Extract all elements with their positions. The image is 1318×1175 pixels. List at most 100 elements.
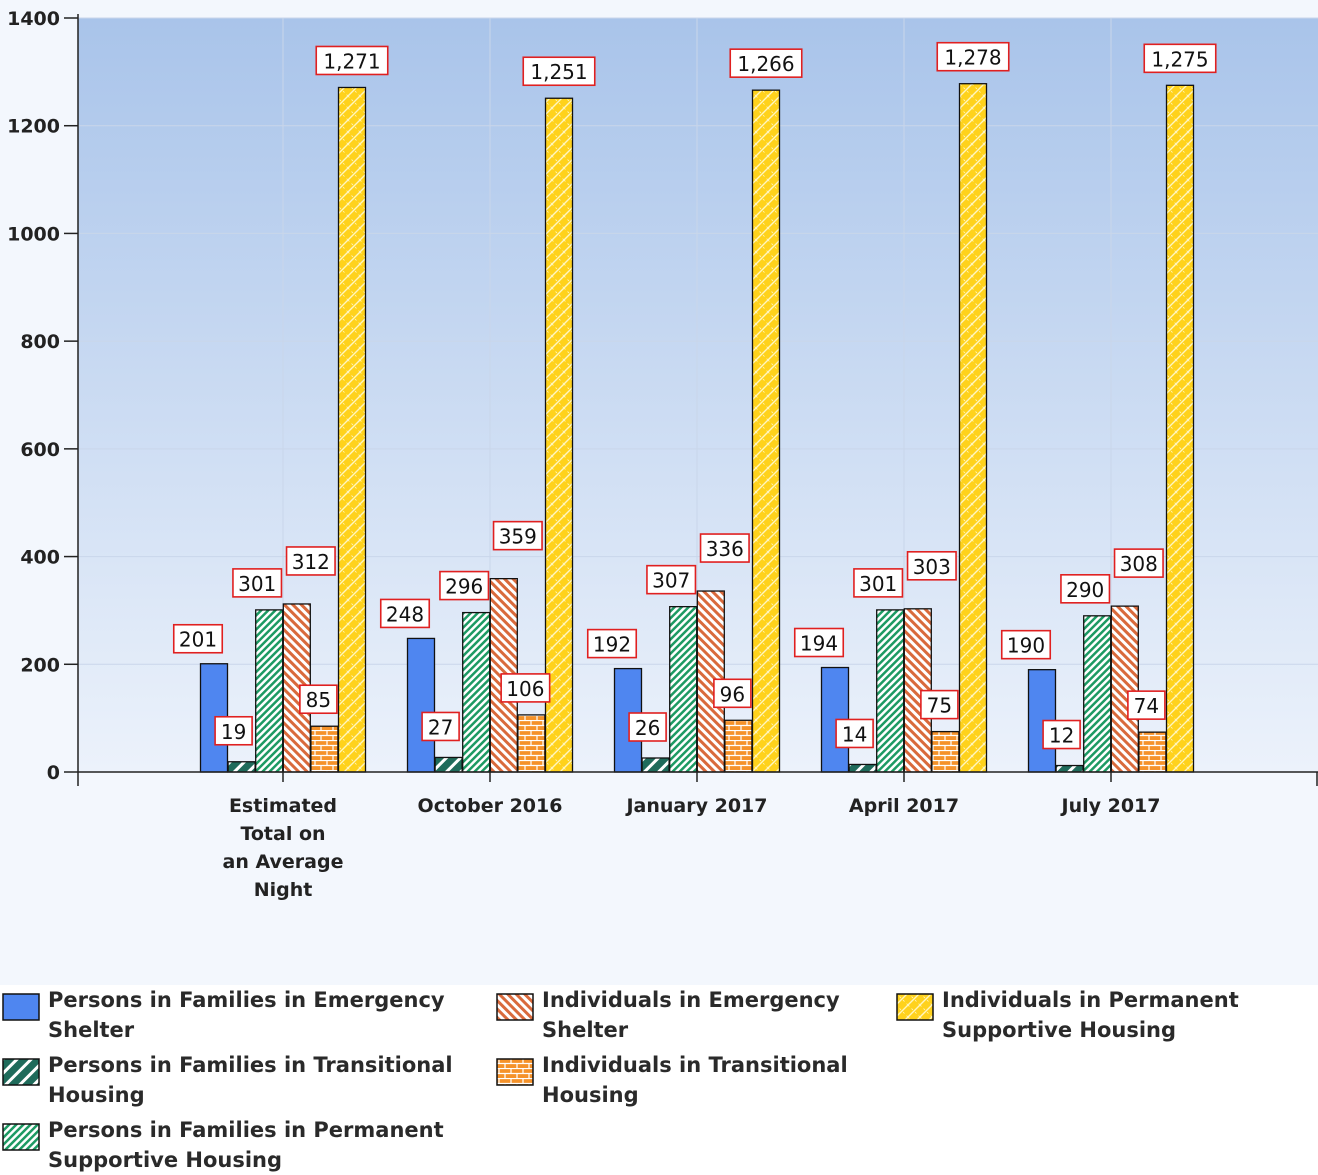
data-label: 296 [439, 570, 490, 601]
data-label: 312 [285, 546, 336, 576]
legend-item-families-permanent-supportive: Persons in Families in Permanent Support… [2, 1115, 468, 1175]
data-label-box [492, 520, 543, 551]
legend-label: Persons in Families in Emergency Shelter [48, 988, 445, 1042]
data-label-text: 201 [179, 628, 217, 652]
data-label-box [729, 48, 803, 78]
swatch-crosshatch-icon [896, 993, 934, 1021]
y-tick-label: 0 [47, 762, 60, 784]
bar [227, 761, 256, 773]
data-label-box [793, 627, 845, 658]
swatch-fill [2, 993, 40, 1021]
x-tick-label: October 2016 [418, 795, 563, 817]
data-label-box [285, 546, 336, 576]
data-label-box [835, 718, 874, 749]
data-label: 19 [214, 715, 253, 746]
data-label-text: 296 [445, 575, 483, 599]
swatch-fill [2, 1123, 40, 1151]
y-tick-label: 1400 [7, 8, 60, 30]
bar [1055, 764, 1084, 773]
data-label: 96 [713, 678, 752, 709]
legend-label: Persons in Families in Transitional Hous… [48, 1053, 453, 1107]
legend-item-individuals-transitional-housing: Individuals in Transitional Housing [496, 1050, 872, 1110]
data-label: 75 [920, 689, 959, 720]
data-label: 336 [699, 533, 750, 563]
data-label-text: 1,278 [944, 46, 1001, 70]
data-label-text: 336 [706, 537, 744, 561]
data-label-box [379, 598, 431, 629]
data-label-text: 190 [1007, 634, 1045, 658]
bar [1083, 615, 1112, 773]
bar [1165, 84, 1195, 773]
swatch-dense-diagonal-icon [2, 1123, 40, 1151]
swatch-diagonal-icon [496, 993, 534, 1021]
x-tick-label: January 2017 [624, 795, 767, 817]
swatch-fill [496, 993, 534, 1021]
swatch-solid-icon [2, 993, 40, 1021]
data-label-box [172, 623, 224, 654]
data-label-box [1143, 43, 1217, 74]
data-label: 359 [492, 520, 543, 551]
data-label: 26 [628, 712, 667, 742]
data-label-text: 359 [499, 525, 537, 549]
bar-chart: 0 200 400 600 800 1000 1200 1400 Estimated Total … [0, 0, 1318, 985]
legend-label: Persons in Families in Permanent Support… [48, 1118, 444, 1172]
x-tick-label: Estimated [229, 795, 337, 817]
bar [848, 763, 877, 773]
data-label-box [232, 568, 283, 598]
data-label-text: 1,271 [323, 49, 380, 73]
data-label: 303 [906, 551, 957, 581]
data-label-text: 308 [1120, 552, 1158, 576]
legend-label: Individuals in Permanent Supportive Hous… [942, 988, 1239, 1042]
legend-item-individuals-permanent-supportive: Individuals in Permanent Supportive Hous… [896, 985, 1318, 1045]
legend: Persons in Families in Emergency Shelter… [0, 985, 1318, 1175]
y-tick-label: 600 [20, 439, 60, 461]
data-label-box [315, 45, 389, 76]
data-label: 1,278 [936, 41, 1010, 72]
data-label-text: 75 [927, 694, 952, 718]
data-label-text: 27 [428, 715, 453, 739]
data-label: 190 [1000, 629, 1052, 660]
bar [255, 609, 284, 773]
y-tick-label: 800 [20, 331, 60, 353]
axes: 0 200 400 600 800 1000 1200 1400 Estimated Total … [7, 8, 1318, 901]
data-label: 301 [232, 568, 283, 598]
bar [876, 609, 905, 773]
data-label: 1,266 [729, 48, 803, 78]
data-label-box [906, 551, 957, 581]
legend-item-families-transitional-housing: Persons in Families in Transitional Hous… [2, 1050, 468, 1110]
data-label: 14 [835, 718, 874, 749]
data-label-text: 194 [800, 632, 838, 656]
data-label: 27 [421, 711, 460, 742]
data-label-box [1113, 548, 1164, 578]
bar [669, 606, 698, 773]
data-label-box [522, 56, 596, 87]
data-label: 307 [646, 564, 697, 595]
data-label-text: 14 [842, 722, 867, 746]
swatch-wide-diagonal-icon [2, 1058, 40, 1086]
data-label-box [920, 689, 959, 720]
data-label: 1,251 [522, 56, 596, 87]
y-tick-label: 1000 [7, 223, 60, 245]
data-label-text: 1,266 [737, 52, 794, 76]
x-tick-label: April 2017 [849, 795, 959, 817]
data-label: 1,275 [1143, 43, 1217, 74]
bar [641, 757, 670, 773]
data-label-text: 106 [506, 677, 544, 701]
data-label-box [1000, 629, 1052, 660]
bar [931, 730, 960, 773]
data-label-text: 85 [306, 688, 331, 712]
bar [310, 725, 339, 773]
data-label-box [586, 628, 638, 659]
data-label-box [421, 711, 460, 742]
data-label-box [439, 570, 490, 601]
data-label: 12 [1042, 719, 1081, 750]
bar [434, 756, 463, 773]
data-label-text: 74 [1134, 694, 1159, 718]
data-label-box [1042, 719, 1081, 750]
x-tick-label: July 2017 [1060, 795, 1161, 817]
bar [1138, 731, 1167, 773]
data-label: 85 [299, 684, 338, 715]
data-label-text: 96 [720, 682, 745, 706]
data-label-text: 301 [238, 572, 276, 596]
data-label-box [1127, 690, 1166, 720]
